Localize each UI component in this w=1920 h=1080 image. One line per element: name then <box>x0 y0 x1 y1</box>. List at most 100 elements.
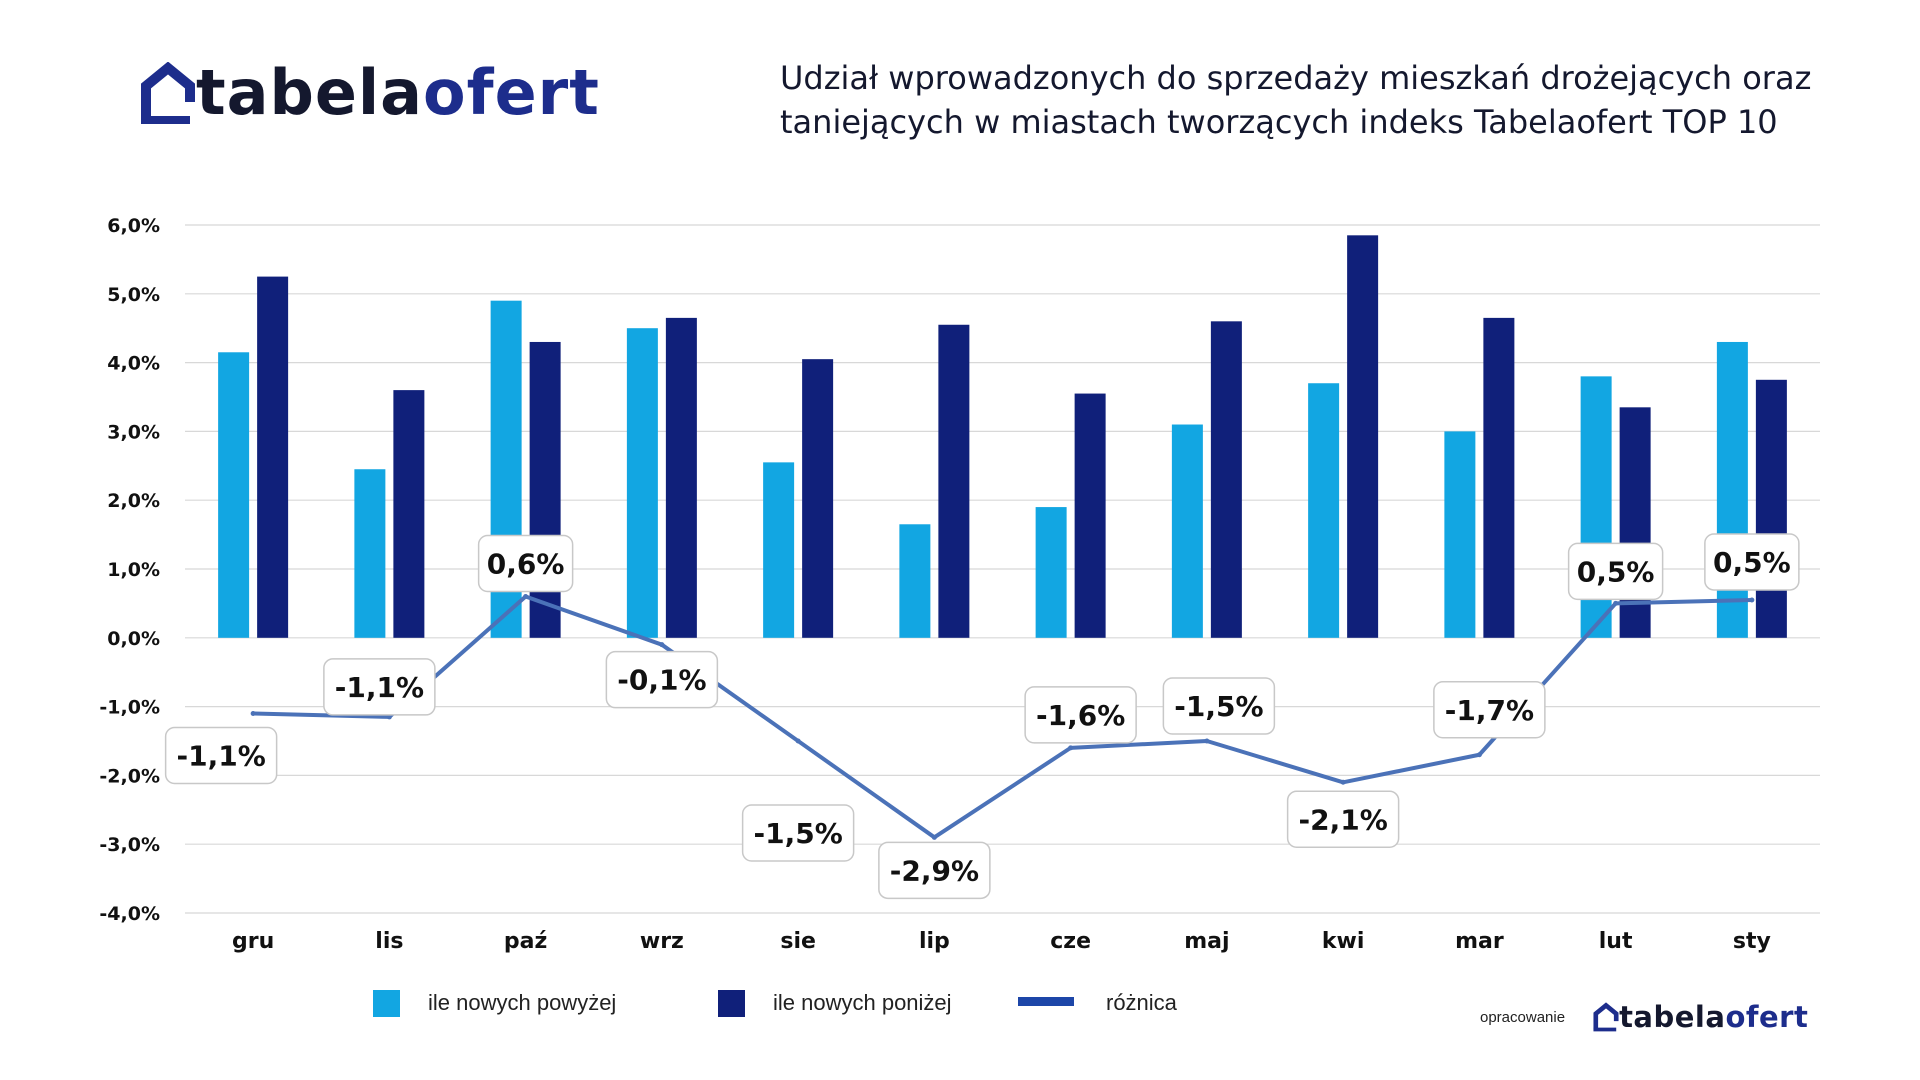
y-tick-label: 4,0% <box>107 353 160 375</box>
data-label: 0,5% <box>1567 542 1664 601</box>
footer-brand-part1: tabela <box>1619 1000 1726 1034</box>
bar <box>1171 424 1203 638</box>
data-label-box <box>1433 681 1546 739</box>
data-label-box <box>1704 533 1800 591</box>
data-label-text: -1,5% <box>753 817 842 850</box>
footer-brand-part2: ofert <box>1725 1000 1809 1034</box>
x-tick-label: wrz <box>640 929 684 954</box>
data-label: -1,5% <box>741 804 855 862</box>
x-tick-label: sie <box>780 929 816 954</box>
bar <box>1035 507 1067 638</box>
data-label: -0,1% <box>605 650 719 709</box>
house-roof-icon <box>141 62 195 124</box>
data-label-text: -2,1% <box>1298 803 1387 836</box>
x-tick-label: lis <box>375 929 403 954</box>
bar <box>393 390 425 638</box>
line-point <box>931 834 937 840</box>
y-tick-label: -2,0% <box>99 765 160 787</box>
data-label-box <box>164 726 278 785</box>
line-point <box>1340 779 1346 785</box>
bar <box>1210 321 1242 638</box>
line-point <box>523 594 529 600</box>
y-tick-label: -1,0% <box>99 697 160 719</box>
x-tick-label: cze <box>1050 929 1091 954</box>
line-point <box>1476 752 1482 758</box>
bar <box>354 469 386 638</box>
data-label: -1,1% <box>164 726 278 785</box>
y-tick-label: -3,0% <box>99 834 160 856</box>
bar <box>1074 393 1106 638</box>
legend-label: różnica <box>1106 990 1178 1015</box>
legend-swatch <box>1018 997 1074 1006</box>
line-point <box>795 738 801 744</box>
data-label-box <box>1567 542 1664 601</box>
data-label-text: -1,7% <box>1445 694 1534 727</box>
data-label-text: 0,5% <box>1713 546 1791 579</box>
y-tick-label: 6,0% <box>107 215 160 237</box>
legend-swatch <box>718 990 745 1017</box>
data-label: 0,6% <box>477 534 574 593</box>
y-tick-label: 1,0% <box>107 559 160 581</box>
legend-label: ile nowych poniżej <box>773 990 952 1015</box>
data-label-box <box>741 804 855 862</box>
y-tick-label: 2,0% <box>107 490 160 512</box>
data-label-text: -1,5% <box>1174 690 1263 723</box>
line-point <box>1068 745 1074 751</box>
data-label: -1,5% <box>1162 677 1276 735</box>
footer-label: opracowanie <box>1480 1008 1566 1026</box>
x-tick-label: kwi <box>1322 929 1365 954</box>
data-label-text: -2,9% <box>890 854 979 887</box>
bar <box>218 352 250 638</box>
x-tick-label: lut <box>1599 929 1633 954</box>
brand-logo: tabelaofert <box>140 62 600 124</box>
y-tick-label: 0,0% <box>107 628 160 650</box>
data-label-box <box>1024 686 1137 744</box>
bar <box>665 317 697 638</box>
bar <box>802 359 834 638</box>
data-label-text: -0,1% <box>617 664 706 697</box>
line-point <box>250 710 256 716</box>
house-roof-icon <box>1593 1002 1619 1032</box>
bar <box>1347 235 1379 638</box>
x-tick-label: maj <box>1184 929 1229 954</box>
data-label-text: 0,5% <box>1577 555 1655 588</box>
data-label: 0,5% <box>1704 533 1800 591</box>
chart-title: Udział wprowadzonych do sprzedaży mieszk… <box>780 59 1812 141</box>
x-tick-label: paź <box>504 929 547 954</box>
bar <box>529 341 561 638</box>
data-label-text: -1,6% <box>1036 699 1125 732</box>
data-label-box <box>477 534 574 593</box>
bar <box>938 324 970 638</box>
y-tick-label: 3,0% <box>107 421 160 443</box>
bar <box>899 524 931 638</box>
data-label-text: -1,1% <box>335 671 424 704</box>
bar <box>1444 431 1476 638</box>
data-label-box <box>1162 677 1276 735</box>
legend-item: ile nowych poniżej <box>718 990 952 1017</box>
y-tick-label: -4,0% <box>99 903 160 925</box>
bar <box>1483 317 1515 638</box>
data-label: -1,7% <box>1433 681 1546 739</box>
brand-part2: ofert <box>423 56 600 129</box>
bar <box>1308 383 1340 638</box>
data-label-box <box>878 841 991 900</box>
legend-item: ile nowych powyżej <box>373 990 616 1017</box>
line-point <box>1204 738 1210 744</box>
data-label-box <box>605 650 719 709</box>
data-label-text: -1,1% <box>176 739 265 772</box>
brand-part1: tabela <box>196 56 423 129</box>
x-tick-label: gru <box>232 929 274 954</box>
bar <box>626 328 658 638</box>
bar <box>257 276 289 638</box>
footer: opracowanie tabelaofert <box>1480 1002 1808 1032</box>
legend-swatch <box>373 990 400 1017</box>
data-label-text: 0,6% <box>487 548 565 581</box>
bar <box>1716 341 1748 638</box>
x-tick-label: mar <box>1455 929 1504 954</box>
brand-wordmark: tabelaofert <box>196 62 600 124</box>
x-tick-label: lip <box>919 929 950 954</box>
x-tick-label: sty <box>1733 929 1771 954</box>
bar <box>763 462 795 638</box>
footer-logo: tabelaofert <box>1593 1002 1808 1032</box>
